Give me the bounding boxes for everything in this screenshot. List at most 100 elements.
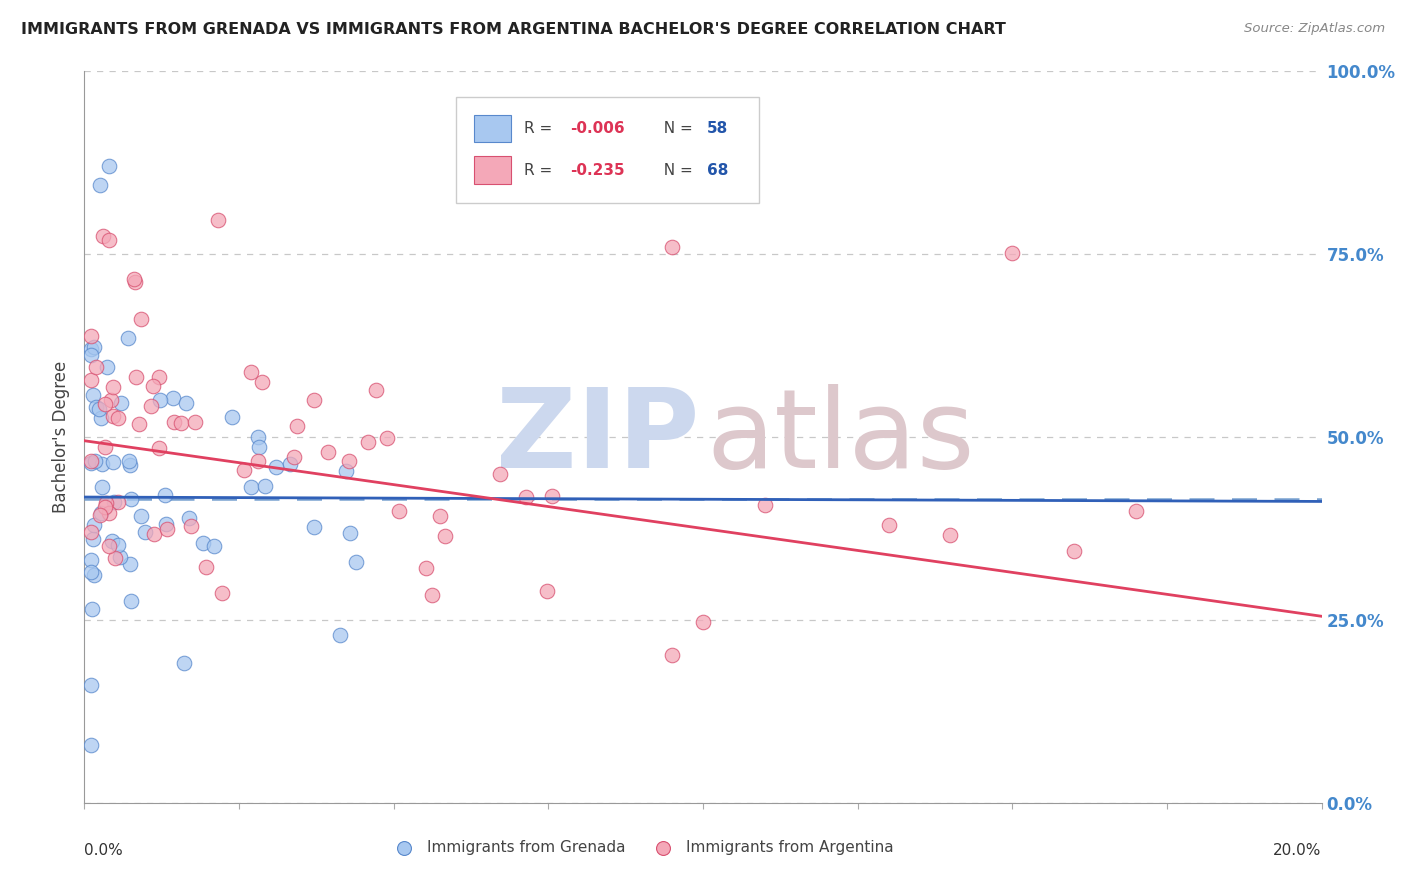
FancyBboxPatch shape [456, 97, 759, 203]
Text: N =: N = [654, 121, 697, 136]
Point [247, 440, 270, 454]
Point [83, 568, 105, 582]
Point [239, 365, 262, 379]
Point [79, 329, 101, 343]
Point [692, 615, 714, 629]
Y-axis label: Bachelor's Degree: Bachelor's Degree [52, 361, 70, 513]
Point [98, 539, 121, 553]
Point [101, 534, 124, 549]
Point [302, 392, 325, 407]
Point [80, 602, 103, 616]
Point [536, 584, 558, 599]
Point [278, 458, 301, 472]
Point [122, 272, 145, 286]
Point [877, 518, 900, 533]
Point [83, 340, 105, 354]
Point [90, 411, 112, 425]
Point [541, 489, 564, 503]
Point [89, 401, 111, 416]
Point [156, 522, 179, 536]
Point [120, 491, 142, 506]
Point [316, 444, 339, 458]
Point [82, 533, 104, 547]
Point [939, 528, 962, 542]
Point [149, 393, 172, 408]
Point [173, 657, 195, 671]
Point [134, 525, 156, 540]
Point [79, 374, 101, 388]
Point [79, 525, 101, 540]
Point [233, 463, 256, 477]
Point [1063, 544, 1085, 558]
Point [104, 551, 127, 566]
Point [118, 458, 141, 472]
Text: R =: R = [523, 121, 557, 136]
Point [148, 442, 170, 456]
Point [344, 555, 367, 569]
Point [84, 359, 107, 374]
Text: IMMIGRANTS FROM GRENADA VS IMMIGRANTS FROM ARGENTINA BACHELOR'S DEGREE CORRELATI: IMMIGRANTS FROM GRENADA VS IMMIGRANTS FR… [21, 22, 1005, 37]
Point [131, 509, 153, 524]
Point [79, 343, 101, 357]
Point [131, 312, 153, 326]
Point [91, 228, 114, 243]
Point [339, 525, 361, 540]
Point [170, 416, 193, 430]
Point [97, 506, 120, 520]
Point [107, 411, 129, 425]
Point [246, 453, 269, 467]
Point [357, 435, 380, 450]
Point [79, 738, 101, 752]
Point [84, 400, 107, 414]
Text: ZIP: ZIP [496, 384, 699, 491]
Point [79, 677, 101, 691]
Legend: Immigrants from Grenada, Immigrants from Argentina: Immigrants from Grenada, Immigrants from… [382, 834, 900, 861]
Point [93, 440, 115, 454]
Text: 20.0%: 20.0% [1274, 843, 1322, 858]
Point [174, 396, 197, 410]
Point [240, 480, 263, 494]
Point [101, 380, 124, 394]
Point [415, 561, 437, 575]
Point [1001, 245, 1024, 260]
Point [246, 430, 269, 444]
Point [91, 480, 114, 494]
Point [80, 348, 103, 362]
Point [337, 453, 360, 467]
Point [364, 383, 387, 397]
Point [139, 399, 162, 413]
Text: Source: ZipAtlas.com: Source: ZipAtlas.com [1244, 22, 1385, 36]
Point [489, 467, 512, 482]
Point [80, 454, 103, 468]
Point [253, 479, 276, 493]
Point [124, 275, 146, 289]
Point [91, 457, 114, 471]
Point [82, 388, 104, 402]
Point [79, 553, 101, 567]
Point [202, 539, 225, 553]
Point [107, 538, 129, 552]
Point [1125, 504, 1147, 518]
Point [101, 455, 124, 469]
Text: -0.235: -0.235 [571, 162, 626, 178]
Point [194, 559, 217, 574]
Point [89, 178, 111, 192]
Point [98, 160, 121, 174]
Point [155, 516, 177, 531]
Bar [474, 114, 512, 143]
Point [285, 419, 308, 434]
Point [143, 527, 166, 541]
Point [128, 417, 150, 431]
Text: R =: R = [523, 162, 557, 178]
Point [661, 648, 683, 663]
Bar [474, 156, 512, 184]
Point [184, 415, 207, 429]
Point [90, 506, 112, 520]
Point [93, 397, 115, 411]
Point [96, 359, 118, 374]
Point [375, 431, 398, 445]
Point [420, 588, 443, 602]
Point [221, 410, 243, 425]
Point [108, 549, 131, 564]
Point [94, 500, 117, 514]
